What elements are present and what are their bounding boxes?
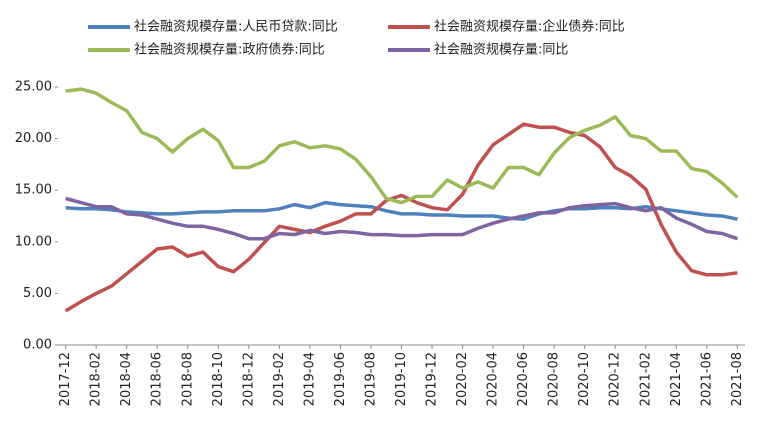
x-tick-label: 2021-04	[669, 352, 684, 406]
legend-label: 社会融资规模存量:同比	[434, 42, 568, 58]
y-tick-label: 0.00	[23, 338, 52, 353]
series-line	[65, 200, 738, 221]
x-tick-label: 2019-02	[272, 352, 287, 406]
x-tick-label: 2021-06	[699, 352, 714, 406]
legend-label: 社会融资规模存量:人民币贷款:同比	[134, 19, 338, 35]
series-line	[65, 196, 738, 241]
x-tick-label: 2019-04	[302, 352, 317, 406]
y-tick-label: 25.00	[15, 80, 52, 95]
x-tick-label: 2020-08	[547, 352, 562, 406]
x-tick-label: 2020-10	[577, 352, 592, 406]
x-tick-label: 2020-12	[608, 352, 623, 406]
x-tick-label: 2018-04	[119, 352, 134, 406]
y-tick-label: 15.00	[15, 183, 52, 198]
x-tick-label: 2021-02	[638, 352, 653, 406]
series-line	[65, 87, 739, 205]
x-tick-label: 2019-10	[394, 352, 409, 406]
series-line	[64, 122, 738, 313]
x-tick-label: 2019-08	[363, 352, 378, 406]
x-tick-label: 2018-10	[211, 352, 226, 406]
y-tick-label: 5.00	[23, 286, 52, 301]
x-tick-label: 2019-06	[333, 352, 348, 406]
x-tick-label: 2018-12	[241, 352, 256, 406]
x-tick-label: 2020-06	[516, 352, 531, 406]
y-tick-label: 20.00	[15, 131, 52, 146]
x-tick-label: 2018-02	[89, 352, 104, 406]
x-tick-label: 2021-08	[730, 352, 745, 406]
x-tick-label: 2018-08	[180, 352, 195, 406]
x-tick-label: 2020-02	[455, 352, 470, 406]
legend-label: 社会融资规模存量:政府债券:同比	[134, 42, 325, 58]
x-tick-label: 2017-12	[58, 352, 73, 406]
x-tick-label: 2020-04	[486, 352, 501, 406]
y-tick-label: 10.00	[15, 234, 52, 249]
legend: 社会融资规模存量:人民币贷款:同比 社会融资规模存量:企业债券:同比社会融资规模存…	[88, 19, 625, 58]
x-tick-label: 2018-06	[150, 352, 165, 406]
x-tick-label: 2019-12	[425, 352, 440, 406]
legend-label: 社会融资规模存量:企业债券:同比	[434, 19, 625, 35]
